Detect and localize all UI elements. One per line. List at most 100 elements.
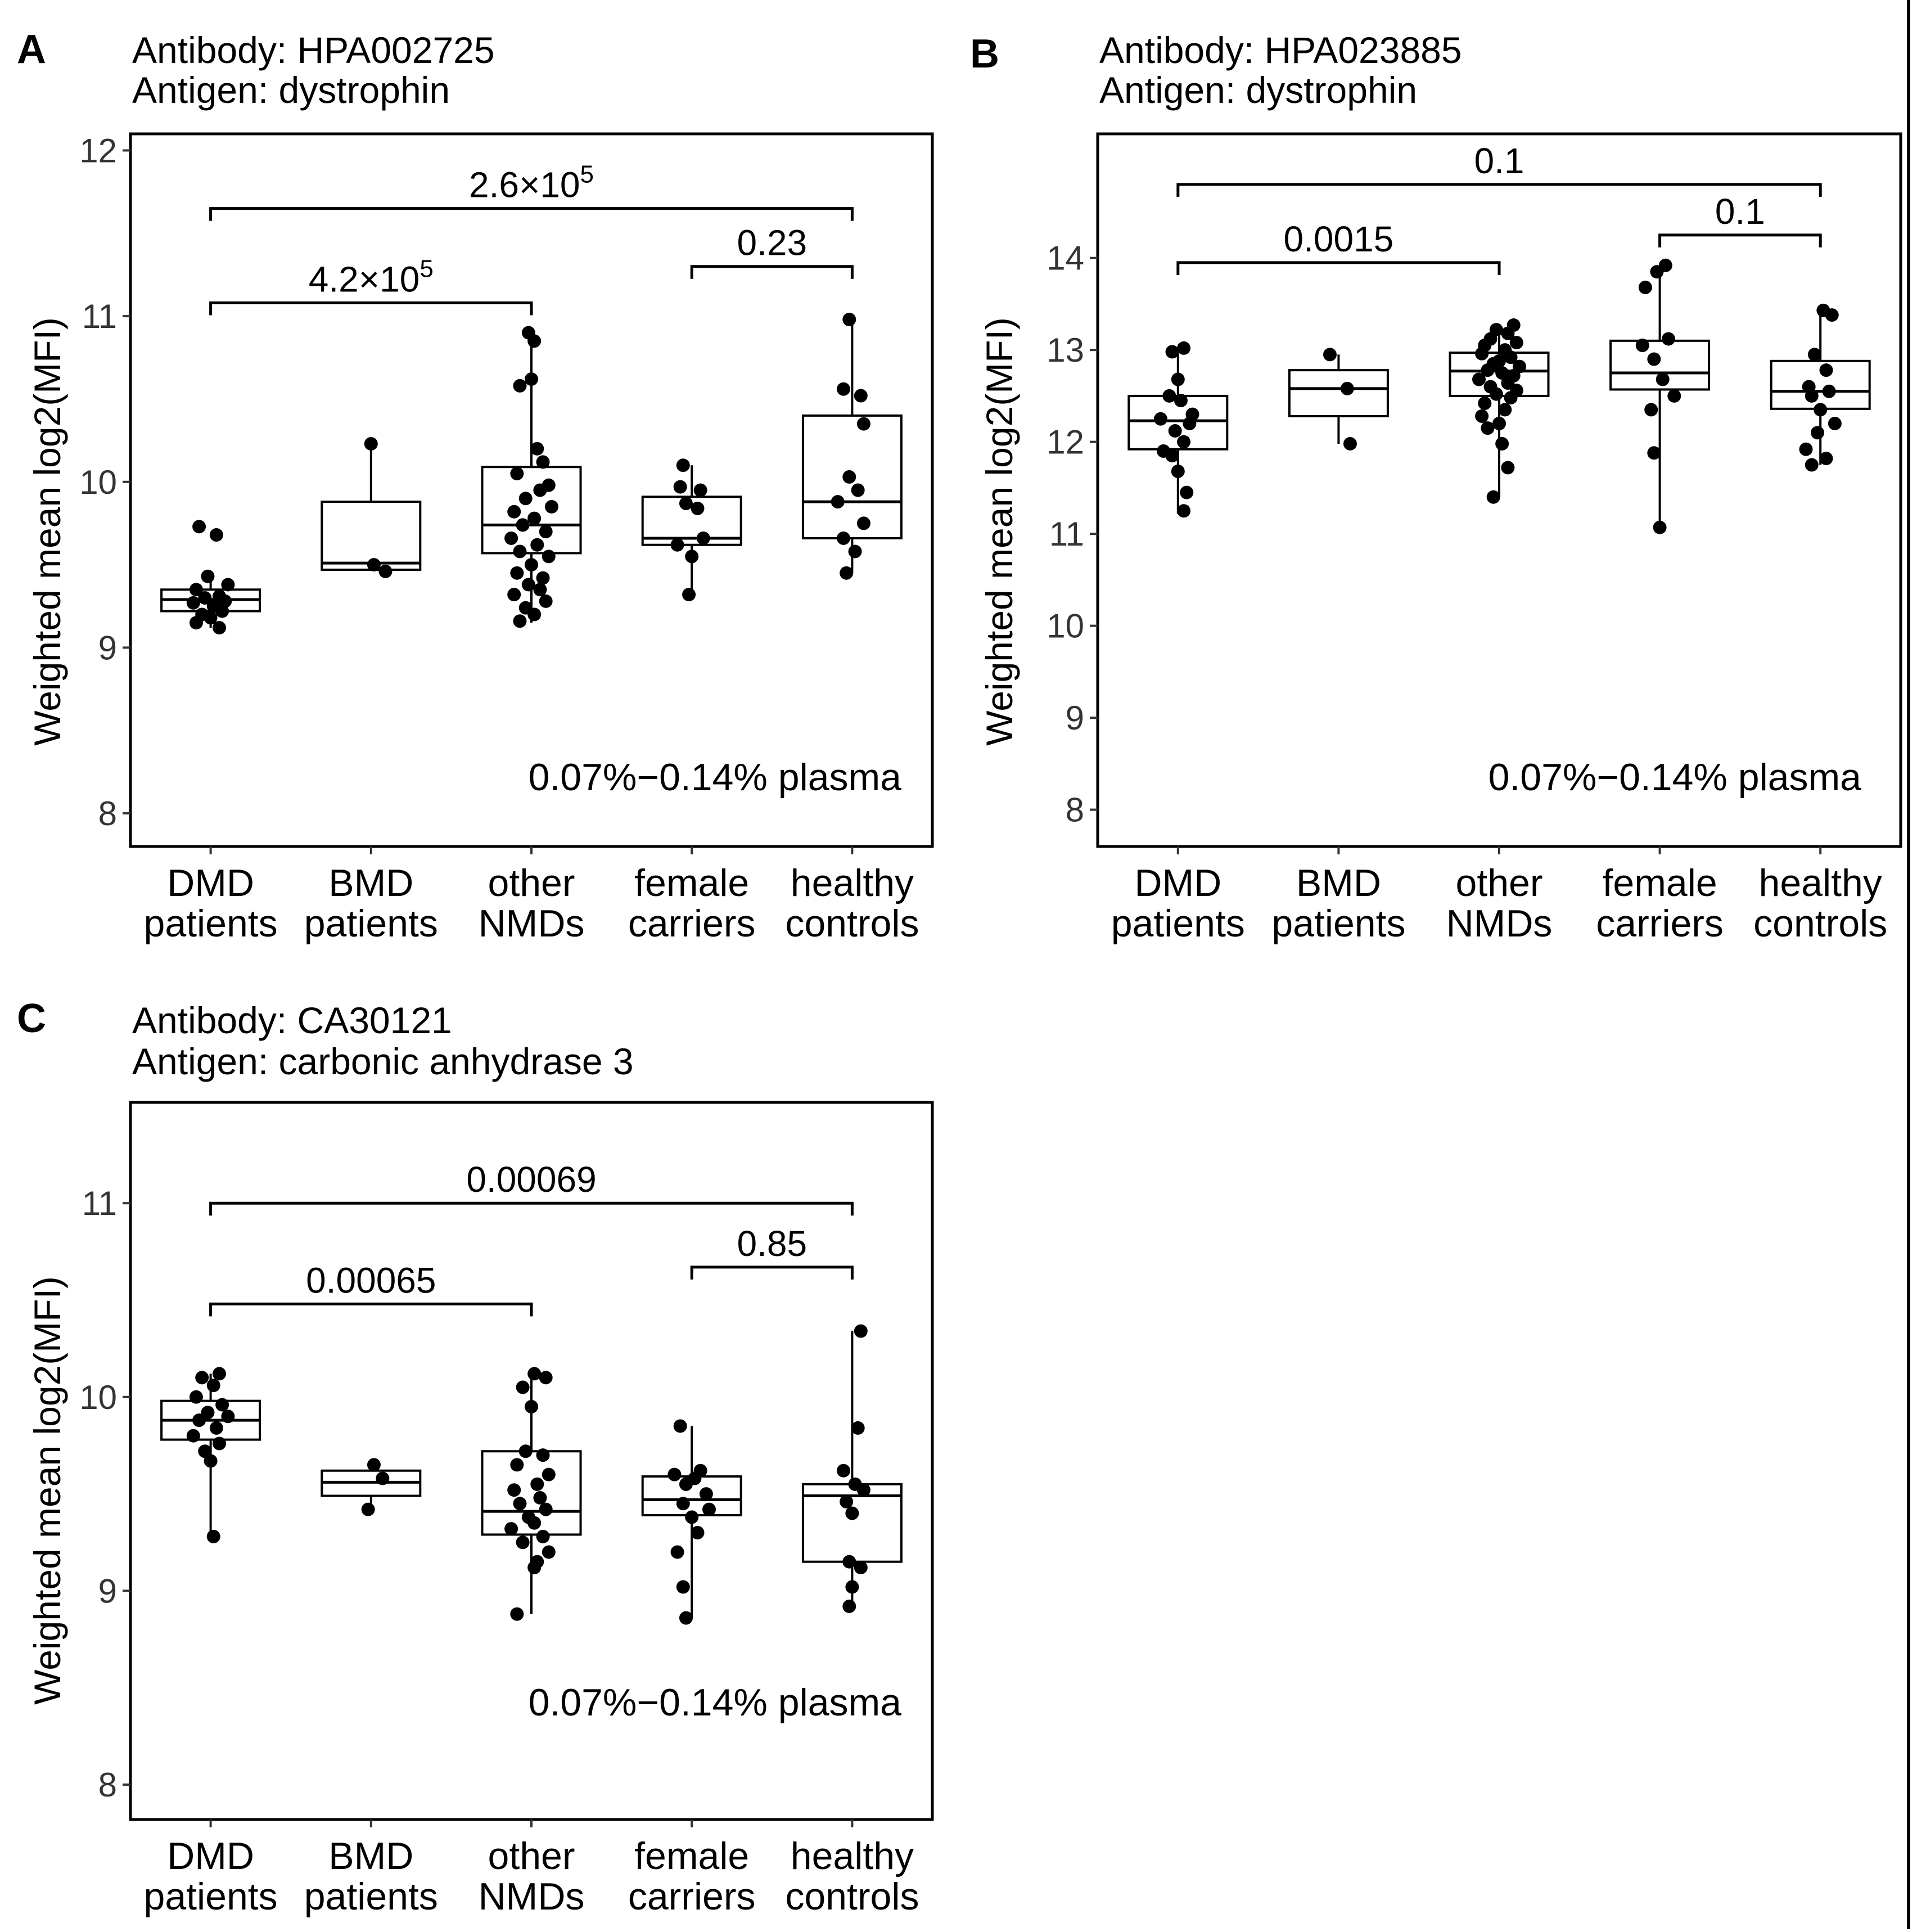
data-point bbox=[209, 1421, 223, 1435]
data-point bbox=[504, 531, 518, 545]
data-point bbox=[836, 382, 850, 396]
x-category-label-line1: female bbox=[634, 862, 749, 904]
data-point bbox=[679, 1611, 693, 1625]
x-category-label-line1: healthy bbox=[791, 1835, 914, 1877]
data-point bbox=[667, 1467, 682, 1481]
p-value-label: 0.00069 bbox=[466, 1159, 596, 1200]
data-point bbox=[192, 1413, 206, 1427]
data-point bbox=[378, 564, 393, 578]
data-point bbox=[542, 1545, 556, 1559]
data-point bbox=[510, 1607, 524, 1621]
data-point bbox=[1647, 446, 1661, 460]
data-point bbox=[516, 1380, 530, 1394]
data-point bbox=[518, 1444, 533, 1458]
y-tick-label: 13 bbox=[1047, 331, 1084, 369]
data-point bbox=[513, 544, 527, 559]
panel-label: B bbox=[970, 31, 999, 76]
data-point bbox=[513, 1497, 527, 1511]
x-category-label-line1: DMD bbox=[167, 862, 254, 904]
data-point bbox=[1177, 504, 1191, 518]
data-point bbox=[691, 501, 705, 515]
data-point bbox=[1177, 341, 1191, 355]
y-tick-label: 10 bbox=[79, 1379, 117, 1416]
p-value-exponent: 5 bbox=[420, 255, 433, 283]
data-point bbox=[521, 578, 535, 592]
box bbox=[1288, 369, 1389, 417]
x-category-label-line2: NMDs bbox=[1446, 902, 1553, 945]
data-point bbox=[1819, 452, 1833, 466]
data-point bbox=[186, 596, 200, 610]
data-point bbox=[189, 616, 203, 630]
data-point bbox=[221, 578, 235, 592]
data-point bbox=[1638, 281, 1652, 295]
y-tick-label: 9 bbox=[98, 629, 117, 666]
data-point bbox=[1340, 381, 1354, 395]
x-category-label-line2: controls bbox=[1753, 902, 1887, 945]
comparison-bracket bbox=[209, 207, 854, 221]
data-point bbox=[1662, 332, 1676, 346]
y-axis-title: Weighted mean log2(MFI) bbox=[26, 1276, 68, 1705]
plasma-annotation: 0.07%−0.14% plasma bbox=[529, 756, 902, 799]
data-point bbox=[1644, 403, 1658, 417]
antigen-title: Antigen: dystrophin bbox=[1099, 69, 1417, 111]
data-point bbox=[1825, 308, 1839, 322]
data-point bbox=[699, 1487, 713, 1501]
data-point bbox=[206, 1529, 220, 1543]
data-point bbox=[507, 1483, 521, 1497]
data-point bbox=[516, 1535, 530, 1550]
data-point bbox=[1495, 436, 1509, 451]
data-point bbox=[1486, 490, 1500, 504]
data-point bbox=[542, 1467, 556, 1481]
data-point bbox=[525, 1400, 538, 1414]
plot-area: 89101112DMDpatientsBMDpatientsotherNMDsf… bbox=[79, 132, 934, 945]
data-point bbox=[1667, 389, 1681, 403]
y-tick-label: 10 bbox=[1047, 607, 1084, 645]
data-point bbox=[1811, 426, 1825, 440]
data-point bbox=[679, 497, 693, 511]
antibody-title: Antibody: HPA023885 bbox=[1099, 29, 1462, 71]
data-point bbox=[851, 1421, 865, 1435]
data-point bbox=[1799, 442, 1813, 456]
box bbox=[1770, 359, 1871, 410]
data-point bbox=[1501, 326, 1515, 340]
x-category-label-line2: patients bbox=[1271, 902, 1405, 945]
data-point bbox=[527, 1516, 542, 1530]
x-category-label-line2: controls bbox=[785, 1875, 919, 1918]
data-point bbox=[1478, 397, 1492, 411]
data-point bbox=[1650, 265, 1664, 279]
data-point bbox=[507, 505, 521, 519]
data-point bbox=[1828, 416, 1842, 430]
data-point bbox=[836, 1463, 850, 1478]
y-tick-label: 9 bbox=[1066, 699, 1084, 737]
p-value-label: 0.1 bbox=[1715, 191, 1765, 232]
data-point bbox=[530, 1477, 544, 1491]
data-point bbox=[1819, 363, 1833, 377]
data-point bbox=[1177, 435, 1191, 449]
data-point bbox=[206, 1379, 220, 1393]
data-point bbox=[702, 1502, 716, 1516]
antibody-title: Antibody: HPA002725 bbox=[132, 29, 495, 71]
data-point bbox=[845, 1580, 859, 1594]
data-point bbox=[1171, 464, 1185, 478]
comparison-bracket bbox=[1176, 183, 1822, 197]
y-tick-label: 8 bbox=[98, 795, 117, 832]
comparison-bracket bbox=[1176, 261, 1501, 275]
data-point bbox=[840, 566, 854, 580]
data-point bbox=[361, 1502, 375, 1516]
antigen-title: Antigen: dystrophin bbox=[132, 69, 450, 111]
x-category-label-line1: other bbox=[488, 1835, 575, 1877]
x-category-label-line2: patients bbox=[1111, 902, 1245, 945]
data-point bbox=[539, 594, 553, 608]
x-category-label-line1: DMD bbox=[1134, 862, 1221, 904]
p-value-label: 4.2×105 bbox=[309, 255, 434, 300]
data-point bbox=[1807, 348, 1821, 362]
data-point bbox=[831, 495, 845, 509]
data-point bbox=[854, 1561, 868, 1575]
data-point bbox=[209, 528, 223, 542]
data-point bbox=[527, 1367, 542, 1381]
data-point bbox=[1323, 348, 1337, 362]
data-point bbox=[1635, 339, 1649, 353]
data-point bbox=[189, 1390, 203, 1404]
